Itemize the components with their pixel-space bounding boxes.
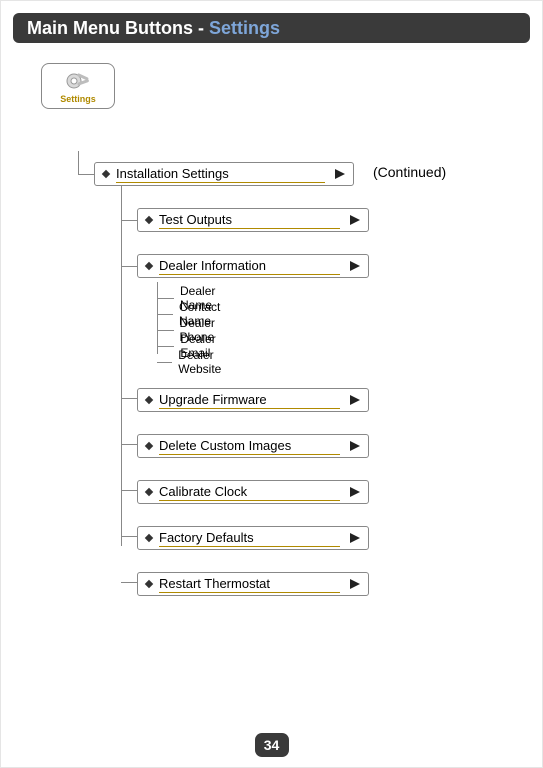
bullet-icon	[145, 488, 153, 496]
menu-item-label: Restart Thermostat	[159, 576, 340, 593]
menu-item-dealer-information[interactable]: Dealer Information	[137, 254, 369, 278]
bullet-icon	[145, 216, 153, 224]
menu-item-upgrade-firmware[interactable]: Upgrade Firmware	[137, 388, 369, 412]
continued-label: (Continued)	[373, 164, 446, 180]
menu-item-label: Upgrade Firmware	[159, 392, 340, 409]
menu-item-label: Test Outputs	[159, 212, 340, 229]
connector-line	[121, 582, 137, 583]
menu-item-factory-defaults[interactable]: Factory Defaults	[137, 526, 369, 550]
menu-item-label: Calibrate Clock	[159, 484, 340, 501]
menu-item-test-outputs[interactable]: Test Outputs	[137, 208, 369, 232]
menu-item-delete-custom-images[interactable]: Delete Custom Images	[137, 434, 369, 458]
connector-line	[157, 362, 172, 363]
bullet-icon	[102, 170, 110, 178]
chevron-right-icon	[348, 260, 362, 272]
gear-wrench-icon	[65, 70, 91, 92]
connector-line	[121, 186, 122, 546]
bullet-icon	[145, 534, 153, 542]
content-area: Settings Installation Settings (Continue…	[1, 43, 542, 109]
connector-line	[157, 330, 174, 331]
dealer-sub-item: Dealer Website	[157, 354, 230, 370]
bullet-icon	[145, 580, 153, 588]
level2-list: Test Outputs Dealer Information Upgrade …	[137, 186, 369, 618]
connector-line	[157, 314, 173, 315]
connector-line	[121, 220, 137, 221]
header-sep: -	[193, 18, 209, 38]
chevron-right-icon	[348, 394, 362, 406]
connector-line	[157, 298, 174, 299]
chevron-right-icon	[348, 440, 362, 452]
connector-line	[121, 490, 137, 491]
header-title: Main Menu Buttons	[27, 18, 193, 38]
menu-item-label: Delete Custom Images	[159, 438, 340, 455]
level1-container: Installation Settings	[94, 162, 354, 186]
page-header: Main Menu Buttons - Settings	[13, 13, 530, 43]
chevron-right-icon	[348, 532, 362, 544]
chevron-right-icon	[348, 486, 362, 498]
menu-item-label: Factory Defaults	[159, 530, 340, 547]
connector-line	[121, 398, 137, 399]
bullet-icon	[145, 396, 153, 404]
connector-line	[121, 444, 137, 445]
connector-line	[121, 266, 137, 267]
header-subtitle: Settings	[209, 18, 280, 38]
connector-line	[121, 536, 137, 537]
chevron-right-icon	[348, 578, 362, 590]
menu-item-label: Installation Settings	[116, 166, 325, 183]
settings-root-box[interactable]: Settings	[41, 63, 115, 109]
chevron-right-icon	[348, 214, 362, 226]
dealer-sub-label: Dealer Website	[178, 348, 230, 376]
menu-item-installation-settings[interactable]: Installation Settings	[94, 162, 354, 186]
connector-line	[78, 151, 79, 175]
page-number: 34	[255, 733, 289, 757]
connector-line	[157, 346, 174, 347]
bullet-icon	[145, 262, 153, 270]
bullet-icon	[145, 442, 153, 450]
menu-item-label: Dealer Information	[159, 258, 340, 275]
settings-root-label: Settings	[60, 94, 96, 104]
menu-item-restart-thermostat[interactable]: Restart Thermostat	[137, 572, 369, 596]
chevron-right-icon	[333, 168, 347, 180]
connector-line	[78, 174, 94, 175]
menu-item-calibrate-clock[interactable]: Calibrate Clock	[137, 480, 369, 504]
